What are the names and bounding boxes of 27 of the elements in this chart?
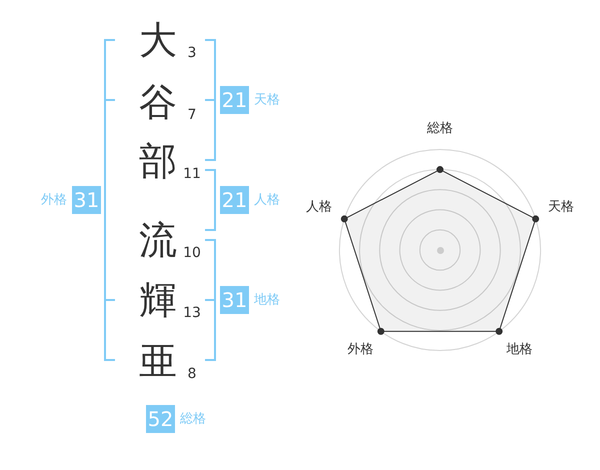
data-label: 10 [183, 245, 201, 261]
data-label: 11 [183, 166, 201, 182]
text: 52 [146, 405, 175, 433]
category-label: 谷 [139, 80, 177, 124]
category-label: 亜 [139, 339, 177, 383]
text: 21 [220, 86, 249, 114]
text: 外格 [41, 192, 67, 208]
category-label: 流 [139, 218, 177, 262]
text: 地格 [254, 292, 280, 308]
data-label: 3 [188, 45, 196, 61]
text: 21 [220, 186, 249, 214]
text: 31 [72, 186, 101, 214]
spoke-label: 地格 [506, 342, 533, 358]
spoke-label: 総格 [426, 121, 453, 136]
category-label: 輝 [139, 278, 177, 322]
spoke-label: 外格 [347, 342, 374, 358]
text: 総格 [180, 412, 206, 426]
data-label: 13 [183, 305, 201, 321]
spoke-label: 天格 [548, 199, 574, 214]
category-label: 大 [139, 18, 177, 62]
category-label: 部 [139, 139, 177, 183]
text: 人格 [254, 192, 280, 208]
data-label: 7 [188, 107, 196, 123]
spoke-label: 人格 [306, 199, 332, 214]
text: 天格 [254, 92, 280, 108]
data-label: 8 [188, 366, 196, 382]
text: 31 [220, 286, 249, 314]
